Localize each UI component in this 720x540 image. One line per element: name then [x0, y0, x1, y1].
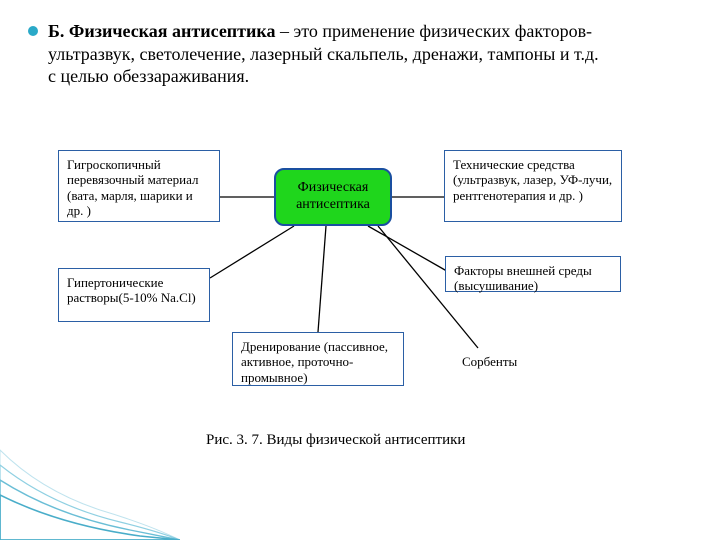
heading-line3: с целью обеззараживания.	[48, 66, 249, 86]
node-box5: Дренирование (пассивное, активное, прото…	[232, 332, 404, 386]
heading-rest1: – это применение физических факторов-	[276, 21, 593, 41]
node-box2-text: Технические средства (ультразвук, лазер,…	[453, 157, 612, 203]
node-text6: Сорбенты	[454, 348, 574, 370]
node-box3: Гипертонические растворы(5-10% Na.Cl)	[58, 268, 210, 322]
heading-block: Б. Физическая антисептика – это применен…	[48, 20, 690, 88]
heading-bold: Б. Физическая антисептика	[48, 21, 276, 41]
node-box2: Технические средства (ультразвук, лазер,…	[444, 150, 622, 222]
node-box4-text: Факторы внешней среды (высушивание)	[454, 263, 592, 293]
corner-deco	[0, 410, 180, 540]
node-text6-text: Сорбенты	[462, 354, 517, 369]
node-box3-text: Гипертонические растворы(5-10% Na.Cl)	[67, 275, 196, 305]
node-center: Физическая антисептика	[274, 168, 392, 226]
figure-caption: Рис. 3. 7. Виды физической антисептики	[206, 432, 465, 449]
node-box1: Гигроскопичный перевязочный материал (ва…	[58, 150, 220, 222]
bullet-dot	[28, 26, 38, 36]
heading-line2: ультразвук, светолечение, лазерный скаль…	[48, 44, 599, 64]
node-box5-text: Дренирование (пассивное, активное, прото…	[241, 339, 388, 385]
node-box4: Факторы внешней среды (высушивание)	[445, 256, 621, 292]
node-center-text: Физическая антисептика	[284, 180, 382, 213]
node-box1-text: Гигроскопичный перевязочный материал (ва…	[67, 157, 198, 218]
